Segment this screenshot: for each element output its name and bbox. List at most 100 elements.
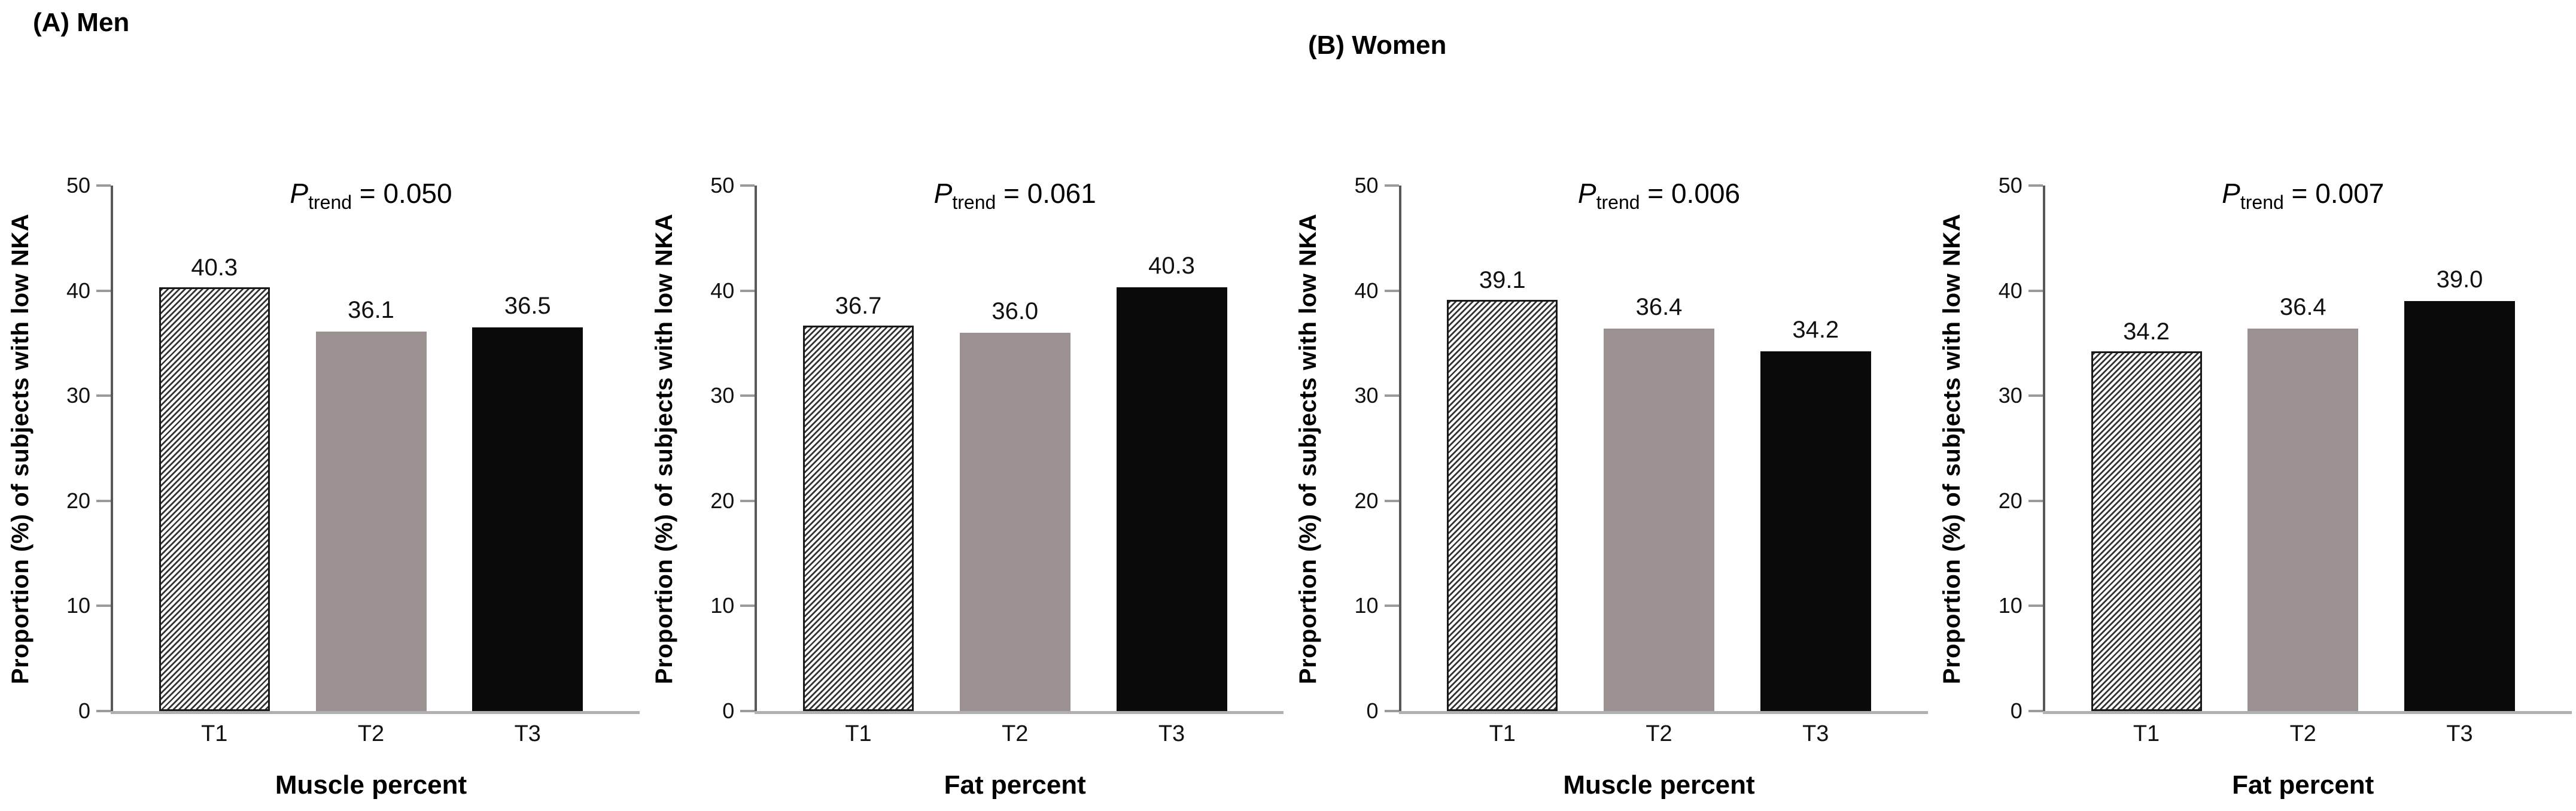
- x-tick-label: T3: [1158, 721, 1185, 746]
- bar-t1-hatch: 36.7: [803, 294, 914, 711]
- bar-value-label: 40.3: [191, 254, 238, 281]
- p-trend-annotation: Ptrend = 0.007: [2045, 177, 2561, 214]
- p-trend-annotation: Ptrend = 0.006: [1401, 177, 1917, 214]
- p-value-text: = 0.061: [996, 178, 1096, 209]
- x-axis-line: [2042, 711, 2572, 714]
- y-tick-mark: [96, 499, 111, 502]
- x-tick-label: T3: [1802, 721, 1829, 746]
- y-tick-label: 20: [66, 488, 90, 513]
- y-tick-mark: [740, 605, 755, 608]
- y-tick-label: 0: [722, 698, 735, 723]
- y-tick-label: 40: [66, 278, 90, 303]
- bar-value-label: 36.0: [992, 297, 1039, 324]
- x-axis-line: [755, 711, 1284, 714]
- chart-panel-4: Proportion (%) of subjects with low NKA …: [1932, 0, 2576, 811]
- bar-value-label: 36.1: [348, 297, 394, 324]
- y-tick-mark: [1384, 184, 1399, 187]
- bar-t2-gray: 36.1: [315, 298, 427, 711]
- y-tick-label: 40: [710, 278, 735, 303]
- y-tick-mark: [96, 710, 111, 712]
- x-tick-labels: T1 T2 T3: [757, 721, 1273, 747]
- y-tick-label: 30: [710, 383, 735, 408]
- y-tick-label: 50: [710, 173, 735, 198]
- y-tick-mark: [2028, 184, 2043, 187]
- p-symbol: P: [2222, 178, 2240, 209]
- y-tick-mark: [740, 184, 755, 187]
- group-title-men: (A) Men: [33, 8, 130, 37]
- y-tick-mark: [2028, 499, 2043, 502]
- p-subscript: trend: [2240, 192, 2284, 214]
- p-value-text: = 0.050: [352, 178, 452, 209]
- y-axis-ticks: 0 10 20 30 40 50: [1932, 175, 2043, 722]
- x-tick-label: T2: [2289, 721, 2316, 746]
- p-subscript: trend: [1596, 192, 1640, 214]
- bar-t2-gray: 36.0: [959, 299, 1070, 711]
- y-tick-mark: [740, 499, 755, 502]
- bar-value-label: 34.2: [1792, 317, 1839, 344]
- y-tick-mark: [1384, 394, 1399, 397]
- y-tick-label: 40: [1998, 278, 2023, 303]
- y-axis-ticks: 0 10 20 30 40 50: [644, 175, 755, 722]
- p-subscript: trend: [308, 192, 352, 214]
- bar-t3-black: 40.3: [1116, 254, 1227, 711]
- y-tick-mark: [740, 289, 755, 292]
- y-tick-label: 10: [1354, 593, 1379, 618]
- y-tick-label: 50: [1998, 173, 2023, 198]
- bar-t1-hatch: 39.1: [1447, 268, 1558, 711]
- bar-t1-hatch: 40.3: [159, 256, 270, 711]
- y-tick-mark: [2028, 710, 2043, 712]
- plot-area: 39.1 36.4 34.2: [1401, 186, 1917, 711]
- x-tick-label: T1: [201, 721, 228, 746]
- x-axis-title: Muscle percent: [275, 770, 467, 800]
- bar-value-label: 39.0: [2436, 266, 2483, 293]
- y-tick-label: 0: [78, 698, 90, 723]
- y-tick-mark: [2028, 605, 2043, 608]
- p-value-text: = 0.007: [2283, 178, 2385, 209]
- bar-t2-gray: 36.4: [1604, 295, 1714, 711]
- y-tick-label: 20: [1998, 488, 2023, 513]
- x-tick-label: T1: [845, 721, 872, 746]
- x-axis-title: Fat percent: [2232, 770, 2374, 800]
- y-tick-label: 30: [1354, 383, 1379, 408]
- y-axis-line: [755, 186, 758, 713]
- y-tick-mark: [96, 394, 111, 397]
- p-symbol: P: [290, 178, 309, 209]
- bar-t3-black: 36.5: [472, 294, 583, 711]
- y-tick-mark: [1384, 499, 1399, 502]
- x-tick-label: T1: [1489, 721, 1516, 746]
- y-tick-label: 30: [66, 383, 90, 408]
- y-tick-label: 30: [1998, 383, 2023, 408]
- y-tick-mark: [96, 289, 111, 292]
- p-symbol: P: [1577, 178, 1596, 209]
- y-tick-mark: [740, 394, 755, 397]
- group-title-women: (B) Women: [1308, 31, 1447, 60]
- y-tick-mark: [96, 605, 111, 608]
- y-tick-label: 40: [1354, 278, 1379, 303]
- chart-panel-2: Proportion (%) of subjects with low NKA …: [644, 0, 1288, 811]
- x-tick-label: T2: [357, 721, 385, 746]
- bar-value-label: 36.7: [835, 292, 882, 319]
- x-axis-line: [111, 711, 640, 714]
- x-tick-label: T2: [1002, 721, 1029, 746]
- bar-value-label: 34.2: [2123, 318, 2170, 345]
- x-tick-label: T1: [2133, 721, 2160, 746]
- y-axis-ticks: 0 10 20 30 40 50: [1288, 175, 1399, 722]
- x-tick-label: T2: [1646, 721, 1672, 746]
- bar-value-label: 36.4: [1635, 293, 1683, 320]
- y-tick-mark: [740, 710, 755, 712]
- y-tick-mark: [1384, 710, 1399, 712]
- y-tick-mark: [2028, 394, 2043, 397]
- bar-t1-hatch: 34.2: [2091, 320, 2202, 711]
- y-axis-line: [111, 186, 113, 713]
- p-symbol: P: [933, 178, 953, 209]
- y-tick-label: 50: [66, 173, 90, 198]
- y-tick-label: 10: [1998, 593, 2023, 618]
- p-value-text: = 0.006: [1640, 178, 1741, 209]
- plot-area: 40.3 36.1 36.5: [113, 186, 629, 711]
- y-tick-mark: [1384, 605, 1399, 608]
- y-tick-label: 20: [710, 488, 735, 513]
- y-tick-label: 0: [1366, 698, 1379, 723]
- bar-t3-black: 39.0: [2404, 268, 2515, 711]
